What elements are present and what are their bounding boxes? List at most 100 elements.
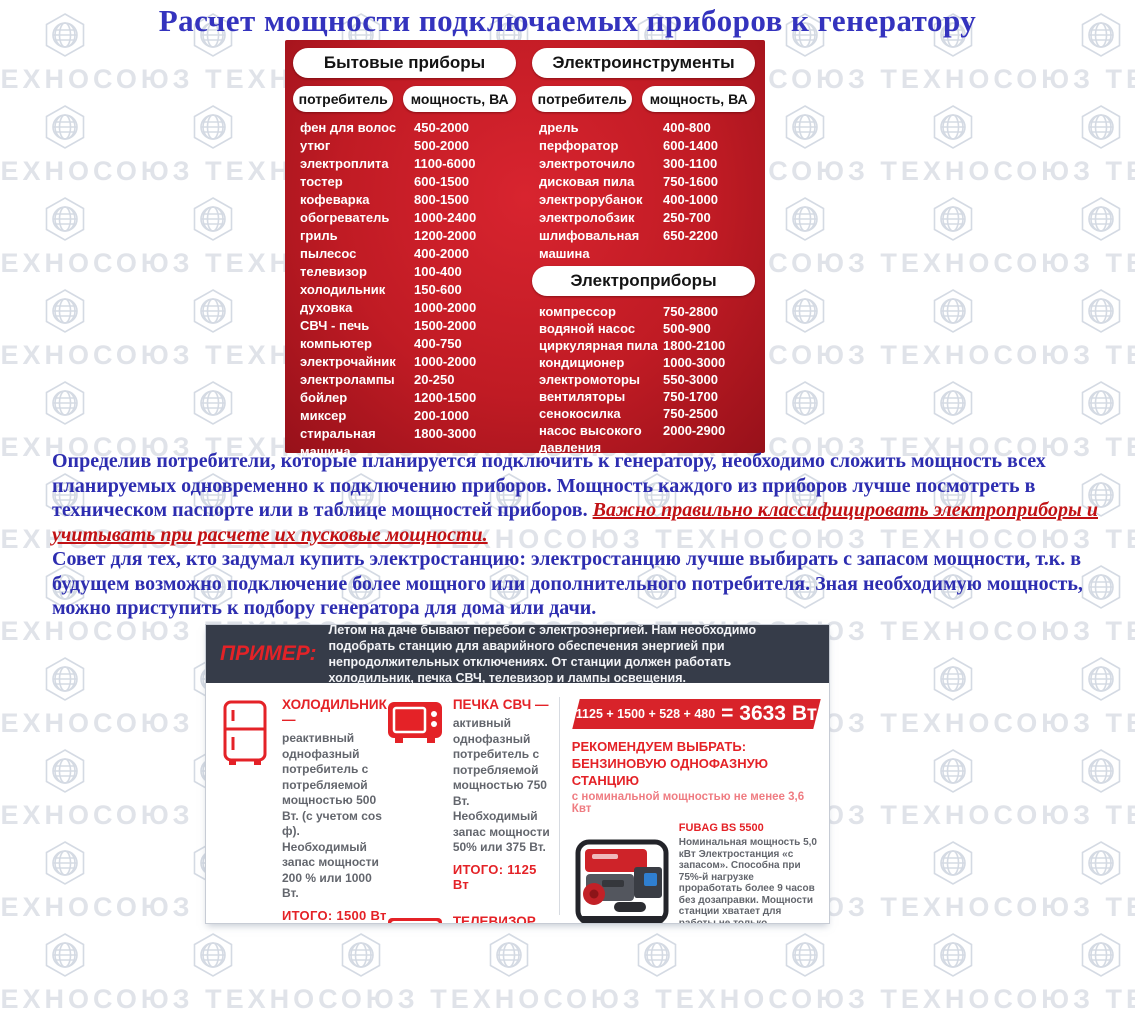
- globe-watermark-icon: [42, 656, 88, 702]
- table-row: циркулярная пила 1800-2100: [539, 337, 755, 354]
- table-row: перфоратор 600-1400: [539, 137, 755, 155]
- section-header-household: Бытовые приборы: [293, 48, 516, 78]
- generator-model: FUBAG BS 5500: [678, 822, 764, 834]
- column-header-power: мощность, ВА: [403, 86, 516, 112]
- power-range: 750-1600: [663, 174, 718, 189]
- recommendation-line-1: РЕКОМЕНДУЕМ ВЫБРАТЬ:: [571, 739, 747, 754]
- consumer-name: электроплита: [300, 156, 389, 171]
- consumer-name: насос высокого давления: [539, 423, 642, 455]
- generator-description: Номинальная мощность 5,0 кВт Электростан…: [678, 837, 817, 924]
- consumer-name: кофеварка: [300, 192, 370, 207]
- power-range: 750-1700: [663, 389, 718, 404]
- consumer-name: гриль: [300, 228, 338, 243]
- globe-watermark-icon: [1078, 196, 1124, 242]
- advice-paragraph: Совет для тех, кто задумал купить электр…: [52, 548, 1083, 619]
- consumer-name: бойлер: [300, 390, 348, 405]
- globe-watermark-icon: [42, 840, 88, 886]
- table-row: электроточило 300-1100: [539, 155, 755, 173]
- globe-watermark-icon: [1078, 748, 1124, 794]
- globe-watermark-icon: [1078, 656, 1124, 702]
- table-row: электрочайник 1000-2000: [300, 353, 516, 371]
- globe-watermark-icon: [1078, 104, 1124, 150]
- consumer-name: водяной насос: [539, 321, 636, 336]
- consumer-name: дрель: [539, 120, 579, 135]
- recommendation-line-2: БЕНЗИНОВУЮ ОДНОФАЗНУЮ СТАНЦИЮ: [571, 756, 769, 788]
- power-range: 1000-2000: [414, 300, 477, 315]
- power-range: 1000-2000: [414, 354, 477, 369]
- item-total: ИТОГО: 1125 Вт: [452, 861, 537, 892]
- column-header-power: мощность, ВА: [642, 86, 755, 112]
- globe-watermark-icon: [42, 380, 88, 426]
- table-row: дрель 400-800: [539, 119, 755, 137]
- globe-watermark-icon: [782, 104, 828, 150]
- power-range: 1200-2000: [414, 228, 477, 243]
- globe-watermark-icon: [930, 656, 976, 702]
- power-range: 650-2200: [663, 228, 718, 243]
- sum-banner: 1125 + 1500 + 528 + 480 = 3633 Вт: [576, 699, 817, 729]
- globe-watermark-icon: [1078, 840, 1124, 886]
- generator-details: FUBAG BS 5500 Номинальная мощность 5,0 к…: [678, 822, 819, 924]
- table-row: шлифовальная машина 650-2200: [539, 227, 755, 263]
- consumer-name: сенокосилка: [539, 406, 621, 421]
- table-row: стиральная машина 1800-3000: [300, 425, 516, 461]
- globe-watermark-icon: [782, 196, 828, 242]
- power-range: 1200-1500: [414, 390, 477, 405]
- table-row: электроплита 1100-6000: [300, 155, 516, 173]
- generator-row: FUBAG BS 5500 Номинальная мощность 5,0 к…: [572, 822, 819, 924]
- page-title: Расчет мощности подключаемых приборов к …: [158, 3, 977, 38]
- microwave-icon: [387, 697, 443, 892]
- intro-paragraph: Определив потребители, которые планирует…: [52, 449, 1098, 547]
- power-range: 750-2500: [663, 406, 718, 421]
- globe-watermark-icon: [42, 748, 88, 794]
- column-headers: потребитель мощность, ВА: [532, 86, 755, 112]
- item-title: ХОЛОДИЛЬНИК —: [282, 697, 387, 727]
- consumer-name: холодильник: [300, 282, 386, 297]
- table-row: бойлер 1200-1500: [300, 389, 516, 407]
- power-range: 100-400: [414, 264, 462, 279]
- power-range: 1500-2000: [414, 318, 477, 333]
- globe-watermark-icon: [190, 932, 236, 978]
- globe-watermark-icon: [782, 380, 828, 426]
- power-range: 150-600: [414, 282, 462, 297]
- item-description: реактивный однофазный потребитель с потр…: [282, 731, 382, 900]
- item-total: ИТОГО: 1500 Вт: [282, 907, 387, 923]
- table-row: кофеварка 800-1500: [300, 191, 516, 209]
- power-range: 500-900: [663, 321, 711, 336]
- fridge-icon: [218, 697, 272, 923]
- power-range: 500-2000: [414, 138, 469, 153]
- globe-watermark-icon: [190, 104, 236, 150]
- table-row: кондиционер 1000-3000: [539, 354, 755, 371]
- table-row: насос высокого давления 2000-2900: [539, 422, 755, 456]
- table-row: водяной насос 500-900: [539, 320, 755, 337]
- table-row: компьютер 400-750: [300, 335, 516, 353]
- globe-watermark-icon: [190, 380, 236, 426]
- consumer-name: кондиционер: [539, 355, 625, 370]
- item-description: активный однофазный потребитель с потреб…: [452, 716, 550, 854]
- appliances-rows: компрессор 750-2800 водяной насос 500-900 ци…: [532, 303, 755, 456]
- consumer-name: утюг: [300, 138, 331, 153]
- consumer-name: электромоторы: [539, 372, 640, 387]
- globe-watermark-icon: [782, 288, 828, 334]
- table-row: духовка 1000-2000: [300, 299, 516, 317]
- power-range: 600-1400: [663, 138, 718, 153]
- example-item: ПЕЧКА СВЧ — активный однофазный потребите…: [387, 697, 553, 892]
- power-table: Бытовые приборы потребитель мощность, ВА…: [285, 40, 765, 459]
- power-range: 400-800: [663, 120, 711, 135]
- globe-watermark-icon: [42, 288, 88, 334]
- table-row: обогреватель 1000-2400: [300, 209, 516, 227]
- power-range: 1800-3000: [414, 426, 477, 441]
- globe-watermark-icon: [42, 196, 88, 242]
- consumer-name: стиральная машина: [300, 426, 376, 459]
- power-range: 1800-2100: [663, 338, 726, 353]
- globe-watermark-icon: [1078, 288, 1124, 334]
- consumer-name: шлифовальная машина: [539, 228, 640, 261]
- recommendation-line-3: с номинальной мощностью не менее 3,6 Квт: [571, 791, 805, 815]
- power-range: 2000-2900: [663, 423, 726, 438]
- power-table-column-tools: Электроинструменты потребитель мощность,…: [532, 48, 755, 455]
- consumer-name: компрессор: [539, 304, 616, 319]
- example-label: ПРИМЕР:: [220, 642, 317, 665]
- globe-watermark-icon: [190, 288, 236, 334]
- consumer-name: духовка: [300, 300, 353, 315]
- power-range: 800-1500: [414, 192, 469, 207]
- power-range: 20-250: [414, 372, 455, 387]
